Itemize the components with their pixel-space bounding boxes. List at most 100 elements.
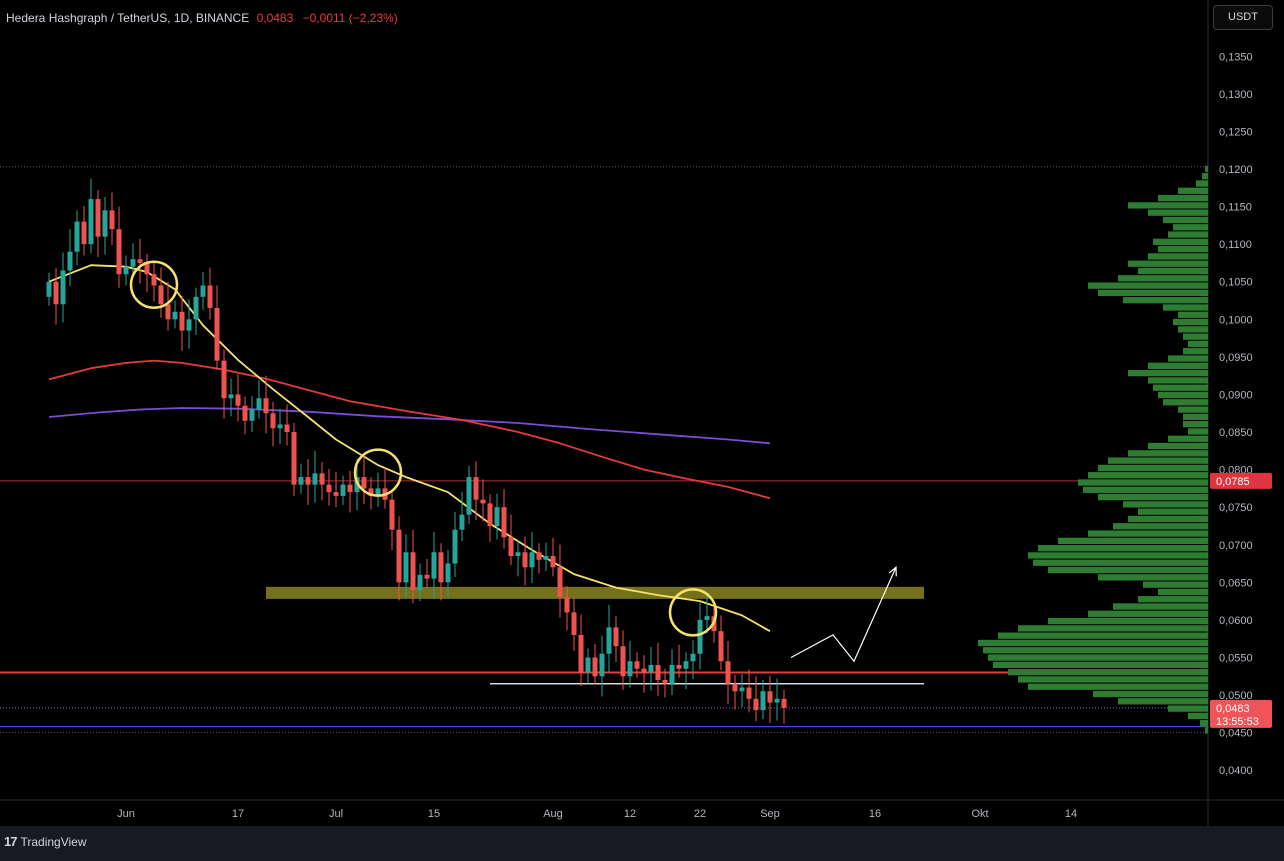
candle-body	[291, 432, 297, 485]
price-tick-label: 0,0600	[1219, 615, 1253, 627]
volume-profile-bar	[1123, 501, 1208, 508]
volume-profile-bar	[1168, 231, 1208, 238]
candle-body	[781, 698, 787, 708]
volume-profile-bar	[1128, 260, 1208, 267]
highlight-circle	[668, 588, 718, 637]
candle-body	[151, 274, 157, 286]
projection-path	[790, 567, 897, 663]
volume-profile-bar	[1008, 668, 1208, 676]
price-tick-label: 0,1350	[1219, 51, 1253, 63]
volume-profile-bar	[1148, 209, 1208, 216]
candle-body	[60, 270, 66, 305]
volume-profile-bar	[1108, 457, 1208, 464]
candle-body	[438, 552, 444, 583]
volume-profile-bar	[1178, 187, 1208, 194]
volume-profile-bar	[978, 639, 1208, 647]
volume-profile-bar	[1038, 545, 1208, 552]
candle-body	[368, 488, 374, 496]
candle-body	[424, 574, 430, 579]
candle-body	[543, 556, 549, 560]
volume-profile-bar	[1163, 304, 1208, 311]
candle-body	[242, 405, 248, 421]
candle-body	[88, 199, 94, 245]
candle-body	[648, 664, 654, 673]
volume-profile-bar	[1183, 413, 1208, 421]
candle-body	[431, 552, 437, 579]
volume-profile-bar	[1168, 355, 1208, 362]
candle-body	[256, 398, 262, 410]
volume-profile-bar	[1163, 216, 1208, 224]
volume-profile-bar	[983, 647, 1208, 654]
price-tick-label: 0,1100	[1219, 239, 1252, 251]
volume-profile-bar	[1168, 435, 1208, 442]
candle-body	[165, 304, 171, 320]
volume-profile-bar	[1205, 727, 1208, 734]
candle-body	[417, 574, 423, 590]
volume-profile-bar	[998, 632, 1208, 639]
volume-profile-bar	[1028, 683, 1208, 690]
candle-body	[347, 484, 353, 493]
candle-body	[109, 210, 115, 230]
volume-profile-bar	[1138, 596, 1208, 603]
volume-profile-bar	[1158, 391, 1208, 399]
candle-body	[403, 552, 409, 583]
currency-button[interactable]: USDT	[1213, 5, 1273, 30]
ma-long-line	[48, 407, 771, 445]
price-tick-label: 0,0900	[1219, 389, 1253, 401]
candle-body	[753, 698, 759, 711]
volume-profile-bar	[1178, 311, 1208, 318]
level-badge-label: 0,0785	[1216, 476, 1250, 488]
volume-profile-bar	[1143, 581, 1208, 588]
candle-body	[305, 477, 311, 485]
volume-profile-bar	[1153, 384, 1208, 391]
volume-profile-bar	[1200, 720, 1208, 727]
candle-body	[550, 556, 556, 568]
time-tick-label: Sep	[760, 808, 780, 820]
volume-profile-bar	[1088, 530, 1208, 537]
volume-profile-bar	[1058, 537, 1208, 545]
candle-body	[725, 661, 731, 684]
volume-profile-bar	[1138, 508, 1208, 515]
volume-profile-bar	[1178, 406, 1208, 413]
price-tick-label: 0,0700	[1219, 540, 1253, 552]
volume-profile-bar	[1183, 421, 1208, 428]
price-tick-label: 0,1000	[1219, 314, 1253, 326]
time-tick-label: Okt	[971, 808, 988, 820]
candle-body	[746, 687, 752, 699]
candle-body	[683, 661, 689, 669]
candle-body	[564, 597, 570, 613]
candle-body	[704, 616, 710, 620]
candle-body	[634, 661, 640, 669]
volume-profile-bar	[1188, 428, 1208, 435]
last-price: 0,0483	[256, 11, 294, 25]
tradingview-brand[interactable]: 17 TradingView	[4, 834, 87, 849]
volume-profile-bar	[1028, 552, 1208, 559]
volume-profile-bar	[1196, 180, 1208, 187]
candle-body	[53, 281, 59, 305]
time-tick-label: Aug	[543, 808, 563, 820]
candle-body	[186, 319, 192, 331]
volume-profile-bar	[1148, 442, 1208, 450]
volume-profile-bar	[1178, 326, 1208, 333]
candle-body	[585, 657, 591, 673]
candle-body	[669, 664, 675, 684]
volume-profile-bar	[1113, 523, 1208, 530]
grid	[0, 0, 1284, 826]
candle-body	[760, 691, 766, 711]
annotations	[129, 260, 897, 663]
volume-profile-bar	[993, 661, 1208, 668]
candle-body	[466, 477, 472, 515]
price-tick-label: 0,0400	[1219, 765, 1253, 777]
moving-averages	[48, 264, 771, 632]
candle-body	[501, 507, 507, 538]
tradingview-logo-icon: 17	[4, 834, 18, 849]
time-axis: Jun 17 Jul 15 Aug 12 22 Sep 16 Okt 14	[117, 808, 1077, 820]
volume-profile-bar	[1018, 625, 1208, 632]
candle-body	[599, 653, 605, 677]
candle-body	[123, 266, 129, 275]
current-price-badge-label: 0,0483	[1216, 703, 1250, 715]
volume-profile-bar	[1093, 690, 1208, 698]
candle-body	[158, 285, 164, 305]
volume-profile-bar	[1118, 275, 1208, 282]
